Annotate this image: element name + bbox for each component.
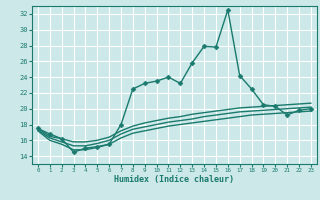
X-axis label: Humidex (Indice chaleur): Humidex (Indice chaleur) (115, 175, 234, 184)
